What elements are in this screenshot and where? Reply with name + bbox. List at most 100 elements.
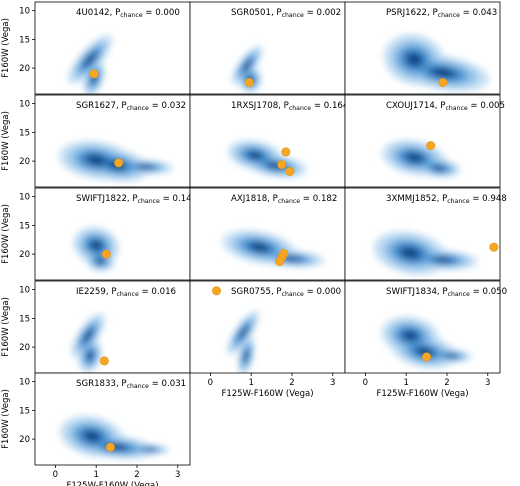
density-contours (71, 313, 105, 373)
y-tick-label: 10 (19, 100, 30, 110)
panel-title: CXOUJ1714, Pchance = 0.005 (386, 101, 505, 112)
panel-title: IE2259, Pchance = 0.016 (76, 287, 176, 298)
panel-title: SWIFTJ1834, Pchance = 0.050 (386, 287, 507, 298)
density-level (244, 61, 251, 70)
magnetar-position-marker (438, 78, 448, 88)
panel-psrj1622: PSRJ1622, Pchance = 0.043 (344, 1, 501, 95)
density-level (403, 248, 418, 258)
panel-sgr1627: SGR1627, Pchance = 0.032 10 15 20 F160W (Veg… (1, 94, 191, 188)
panel-title: SWIFTJ1822, Pchance = 0.146 (76, 194, 197, 205)
magnetar-position-marker (114, 158, 124, 168)
panel-axj1818: AXJ1818, Pchance = 0.182 (189, 187, 346, 281)
density-contours (381, 316, 472, 369)
x-tick-label: 1 (248, 378, 253, 388)
density-level (434, 166, 444, 170)
density-contours (383, 33, 490, 92)
panel-title: SGR0501, Pchance = 0.002 (231, 8, 341, 19)
density-level (85, 54, 95, 65)
panel-cxouj1714: CXOUJ1714, Pchance = 0.005 (344, 94, 505, 188)
x-tick-label: 1 (403, 378, 408, 388)
density-level (252, 243, 267, 251)
magnetar-position-marker (101, 249, 111, 259)
panel-frame (344, 94, 501, 188)
y-tick-label: 15 (19, 314, 30, 324)
magnetar-position-marker (244, 78, 254, 88)
x-tick-label: 0 (53, 470, 58, 480)
y-tick-label: 15 (19, 406, 30, 416)
x-tick-label: 2 (444, 378, 449, 388)
panel-1rxsj1708: 1RXSJ1708, Pchance = 0.164 (189, 94, 348, 188)
panel-background (35, 281, 190, 373)
density-level (244, 351, 248, 360)
panel-title: PSRJ1622, Pchance = 0.043 (386, 8, 497, 19)
panel-title: AXJ1818, Pchance = 0.182 (231, 194, 337, 205)
panel-4u0142: 4U0142, Pchance = 0.000 10 15 20 F160W (Vega… (1, 1, 191, 95)
panel-title: 3XMMJ1852, Pchance = 0.948 (386, 194, 507, 205)
panel-3xmmj1852: 3XMMJ1852, Pchance = 0.948 (344, 187, 507, 281)
density-level (446, 354, 456, 358)
x-tick-label: 3 (330, 378, 335, 388)
panel-background (190, 281, 345, 373)
y-tick-label: 15 (19, 221, 30, 231)
density-level (145, 447, 154, 451)
panel-title: 1RXSJ1708, Pchance = 0.164 (231, 101, 348, 112)
panel-frame (344, 187, 501, 281)
y-tick-label: 10 (19, 378, 30, 388)
density-level (407, 154, 421, 162)
y-axis-label: F160W (Vega) (1, 111, 11, 171)
panel-sgr0501: SGR0501, Pchance = 0.002 (189, 1, 346, 95)
panel-title: SGR1627, Pchance = 0.032 (76, 101, 186, 112)
x-axis-label: F125W-F160W (Vega) (66, 481, 158, 486)
magnetar-position-marker (422, 352, 432, 362)
density-level (436, 257, 450, 262)
panel-title: SGR1833, Pchance = 0.031 (76, 379, 186, 390)
y-axis-label: F160W (Vega) (1, 389, 11, 449)
panel-ie2259: IE2259, Pchance = 0.016 10 15 20 F160W (Vega… (1, 280, 191, 374)
y-tick-label: 15 (19, 128, 30, 138)
density-level (404, 331, 416, 340)
x-tick-label: 3 (175, 470, 180, 480)
magnetar-position-marker (99, 356, 109, 366)
y-axis-label: F160W (Vega) (1, 297, 11, 357)
x-axis-label: F125W-F160W (Vega) (376, 389, 468, 399)
y-tick-label: 20 (19, 64, 30, 74)
y-tick-label: 10 (19, 286, 30, 296)
panel-title: SGR0755, Pchance = 0.000 (231, 287, 341, 298)
y-tick-label: 10 (19, 193, 30, 203)
density-contours (226, 310, 260, 373)
y-axis-label: F160W (Vega) (1, 204, 11, 264)
magnetar-position-marker (275, 257, 285, 267)
density-level (139, 165, 151, 169)
panel-background (35, 2, 190, 94)
y-tick-label: 15 (19, 35, 30, 45)
panel-frame (344, 1, 501, 95)
x-axis-label: F125W-F160W (Vega) (221, 389, 313, 399)
magnetar-position-marker (281, 147, 291, 157)
y-tick-label: 10 (19, 7, 30, 17)
x-tick-label: 0 (363, 378, 368, 388)
density-level (88, 156, 104, 164)
y-tick-label: 20 (19, 250, 30, 260)
magnetar-position-marker (285, 166, 295, 176)
panel-background (190, 2, 345, 94)
density-level (97, 259, 104, 264)
magnetar-position-marker (212, 286, 222, 296)
x-tick-label: 2 (289, 378, 294, 388)
y-tick-label: 20 (19, 343, 30, 353)
y-tick-label: 20 (19, 435, 30, 445)
density-level (91, 241, 101, 250)
magnetar-position-marker (426, 141, 436, 151)
panel-sgr0755: SGR0755, Pchance = 0.000 0 1 2 3 F125W-F160W … (189, 280, 346, 399)
density-level (239, 328, 247, 338)
x-tick-label: 1 (93, 470, 98, 480)
panel-frame (34, 372, 191, 466)
density-level (408, 54, 421, 65)
density-level (285, 257, 299, 261)
magnetar-position-marker (489, 242, 499, 252)
x-tick-label: 3 (485, 378, 490, 388)
density-level (249, 152, 261, 159)
density-level (87, 352, 93, 360)
y-axis-label: F160W (Vega) (1, 18, 11, 78)
y-tick-label: 20 (19, 157, 30, 167)
